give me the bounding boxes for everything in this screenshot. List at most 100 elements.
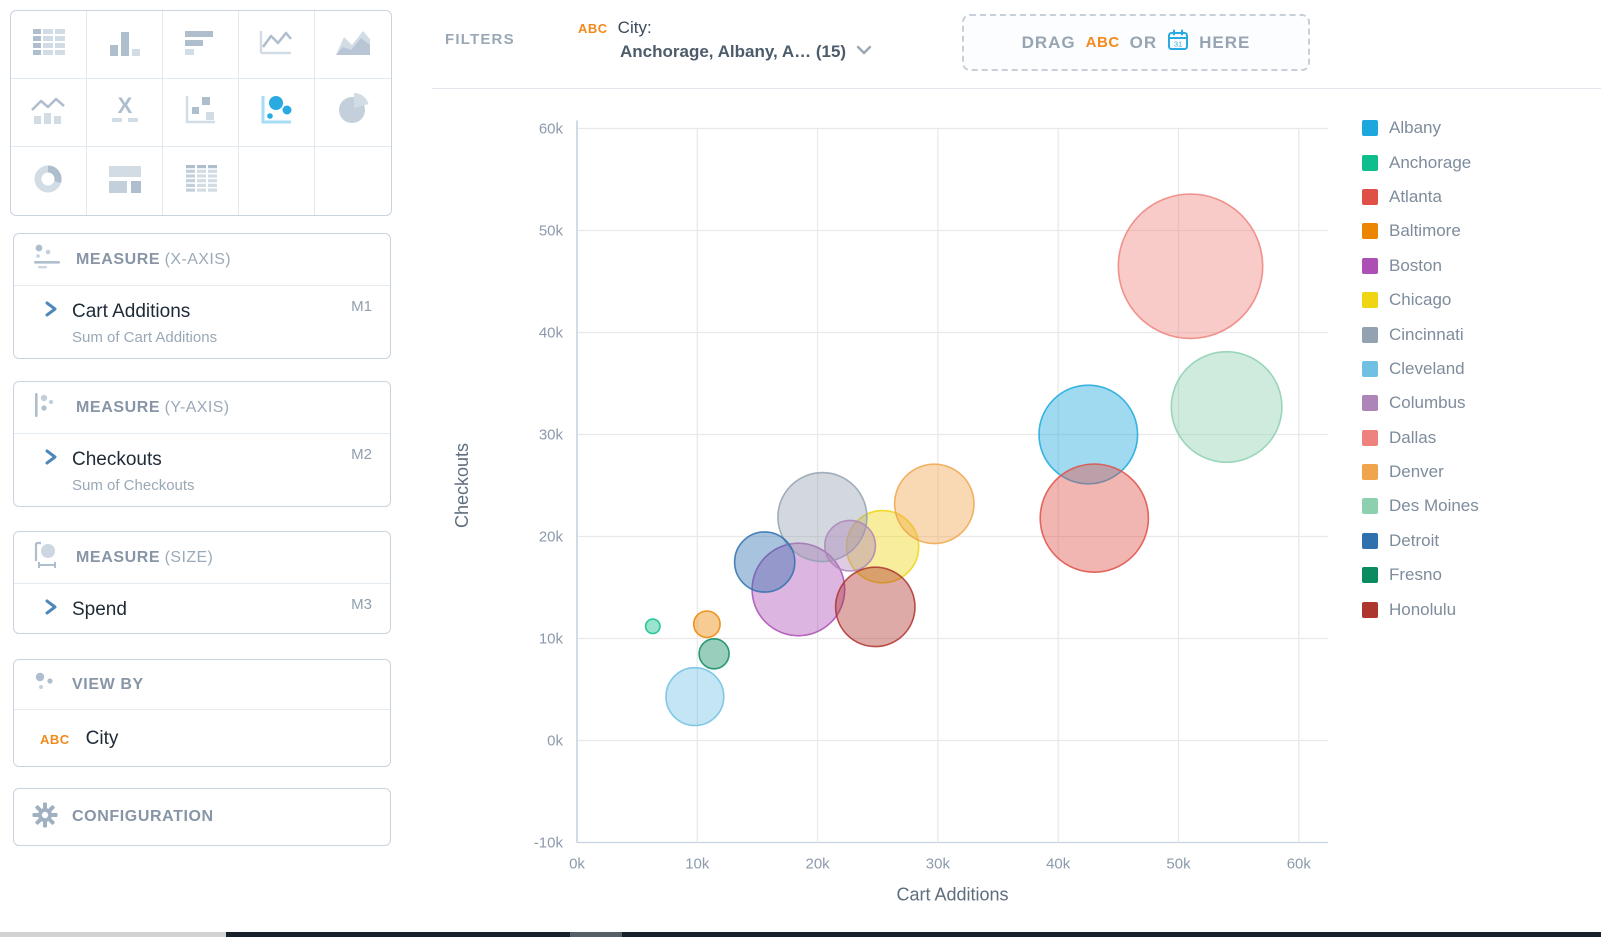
top-bar: FILTERS ABC City: Anchorage, Albany, A… … — [430, 0, 1601, 89]
calendar-icon: 31 — [1167, 29, 1189, 56]
legend-swatch — [1362, 188, 1378, 205]
pivot-table-icon — [181, 162, 221, 201]
horizontal-bar-chart-icon — [181, 25, 221, 64]
y-tick-label: 20k — [539, 529, 564, 546]
bubble-denver[interactable] — [893, 463, 975, 545]
bubble-baltimore[interactable] — [692, 610, 721, 639]
drop-zone-drag-label: DRAG — [1021, 32, 1076, 52]
chart-type-bar-chart[interactable] — [87, 11, 163, 79]
legend-item-detroit[interactable]: Detroit — [1362, 524, 1479, 558]
bubble-honolulu[interactable] — [834, 566, 916, 648]
legend-label: Cincinnati — [1389, 324, 1464, 344]
measure-size-field-row[interactable]: Spend M3 — [14, 584, 390, 633]
chart-type-scatter-plot[interactable] — [163, 79, 239, 147]
x-tick-label: 20k — [806, 856, 831, 873]
view-by-title: VIEW BY — [72, 675, 144, 693]
legend-item-boston[interactable]: Boston — [1362, 249, 1479, 283]
legend-item-dallas[interactable]: Dallas — [1362, 421, 1479, 455]
x-tick-label: 40k — [1046, 856, 1071, 873]
chart-type-pivot-table[interactable] — [163, 147, 239, 215]
legend-item-cincinnati[interactable]: Cincinnati — [1362, 317, 1479, 351]
filter-selection: Anchorage, Albany, A… (15) — [620, 42, 847, 61]
line-chart-icon — [257, 25, 297, 64]
chevron-down-icon[interactable] — [856, 43, 872, 61]
measure-x-field: Cart Additions — [72, 300, 191, 322]
legend-item-anchorage[interactable]: Anchorage — [1362, 145, 1479, 179]
table-icon — [29, 25, 69, 64]
legend-swatch — [1362, 567, 1378, 584]
legend-swatch — [1362, 120, 1378, 137]
legend-swatch — [1362, 326, 1378, 343]
chart-type-combo-chart[interactable] — [11, 79, 87, 147]
chart-type-pie-chart[interactable] — [315, 79, 391, 147]
bubble-anchorage[interactable] — [644, 618, 661, 635]
measure-y-field-row[interactable]: Checkouts M2 Sum of Checkouts — [14, 434, 390, 506]
bubble-fresno[interactable] — [698, 637, 730, 670]
legend-item-atlanta[interactable]: Atlanta — [1362, 180, 1479, 214]
x-tick-label: 60k — [1287, 856, 1312, 873]
scatter-plot-icon — [181, 93, 221, 132]
legend-swatch — [1362, 429, 1378, 446]
drop-zone-or-label: OR — [1129, 32, 1158, 52]
bubble-columbus[interactable] — [824, 519, 877, 572]
view-by-field: City — [85, 728, 119, 749]
configuration-panel: CONFIGURATION — [13, 788, 391, 846]
legend-item-honolulu[interactable]: Honolulu — [1362, 592, 1479, 626]
bubble-dallas[interactable] — [1117, 193, 1264, 340]
view-by-field-row[interactable]: ABC City — [14, 710, 390, 766]
drop-zone-here-label: HERE — [1199, 32, 1251, 52]
kpi-x-icon: X — [105, 93, 145, 132]
bubble-detroit[interactable] — [733, 531, 796, 593]
measure-x-axis-label: (X-AXIS) — [164, 250, 231, 268]
legend-item-albany[interactable]: Albany — [1362, 111, 1479, 145]
legend-item-fresno[interactable]: Fresno — [1362, 558, 1479, 592]
y-tick-label: 10k — [539, 631, 564, 648]
measure-size-badge: M3 — [351, 596, 372, 613]
chart-type-empty-cell — [315, 147, 391, 215]
chart-type-dashboard-layout[interactable] — [87, 147, 163, 215]
legend-item-cleveland[interactable]: Cleveland — [1362, 352, 1479, 386]
chart-type-donut-chart[interactable] — [11, 147, 87, 215]
chart-type-kpi-x[interactable]: X — [87, 79, 163, 147]
chart-type-line-chart[interactable] — [239, 11, 315, 79]
chart-type-table[interactable] — [11, 11, 87, 79]
legend-item-des-moines[interactable]: Des Moines — [1362, 489, 1479, 523]
x-axis-measure-icon — [32, 243, 62, 276]
legend-item-chicago[interactable]: Chicago — [1362, 283, 1479, 317]
configuration-header[interactable]: CONFIGURATION — [14, 789, 390, 845]
measure-y-summary: Sum of Checkouts — [72, 477, 195, 494]
x-axis-title: Cart Additions — [896, 885, 1008, 905]
pie-chart-icon — [333, 92, 373, 132]
measure-y-header[interactable]: MEASURE (Y-AXIS) — [14, 382, 390, 434]
y-tick-label: 40k — [539, 325, 564, 342]
legend-item-baltimore[interactable]: Baltimore — [1362, 214, 1479, 248]
bubble-cincinnati[interactable] — [777, 471, 868, 563]
chevron-right-icon[interactable] — [44, 448, 58, 471]
bubble-albany[interactable] — [1038, 384, 1139, 485]
view-by-icon — [32, 669, 58, 700]
legend-item-columbus[interactable]: Columbus — [1362, 386, 1479, 420]
chevron-right-icon[interactable] — [44, 598, 58, 621]
legend-item-denver[interactable]: Denver — [1362, 455, 1479, 489]
bubble-cleveland[interactable] — [665, 666, 725, 727]
legend-label: Cleveland — [1389, 358, 1465, 378]
dashboard-layout-icon — [105, 162, 145, 201]
measure-x-title: MEASURE — [76, 250, 161, 268]
bubble-des-moines[interactable] — [1170, 350, 1283, 464]
abc-type-icon: ABC — [578, 20, 608, 36]
filters-label: FILTERS — [445, 31, 515, 48]
filter-drop-zone[interactable]: DRAG ABC OR 31 HERE — [962, 14, 1310, 71]
chevron-right-icon[interactable] — [44, 300, 58, 323]
bubble-chicago[interactable] — [845, 509, 920, 584]
view-by-header[interactable]: VIEW BY — [14, 660, 390, 710]
city-filter-chip[interactable]: ABC City: Anchorage, Albany, A… (15) — [578, 18, 872, 62]
bubble-atlanta[interactable] — [1039, 463, 1150, 573]
measure-x-field-row[interactable]: Cart Additions M1 Sum of Cart Additions — [14, 286, 390, 358]
bubble-chart[interactable]: 60k 50k 40k 30k 20k 10k 0k -10k 0k 10k 20k 30k 40k 50… — [430, 95, 1335, 937]
measure-x-header[interactable]: MEASURE (X-AXIS) — [14, 234, 390, 286]
measure-size-header[interactable]: MEASURE (SIZE) — [14, 532, 390, 584]
chart-type-bubble-chart[interactable] — [239, 79, 315, 147]
abc-type-icon: ABC — [40, 731, 70, 747]
chart-type-area-chart[interactable] — [315, 11, 391, 79]
chart-type-horizontal-bar-chart[interactable] — [163, 11, 239, 79]
